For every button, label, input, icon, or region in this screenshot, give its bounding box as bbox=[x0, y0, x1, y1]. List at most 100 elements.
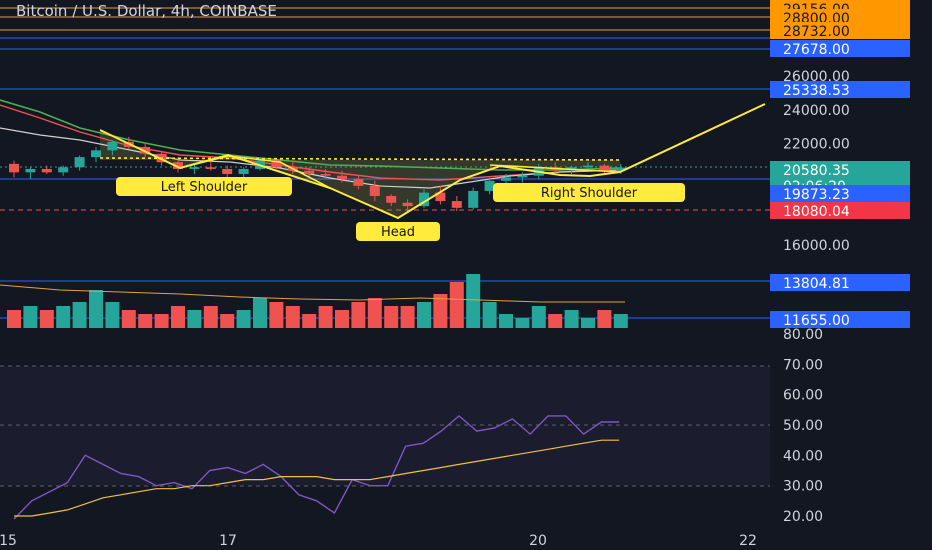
candle-body bbox=[140, 146, 151, 154]
volume-bar bbox=[72, 302, 87, 328]
price-tag-label: 27678.00 bbox=[783, 42, 850, 58]
time-tick-label: 17 bbox=[219, 533, 237, 549]
volume-tag bbox=[770, 274, 910, 291]
label-head-text: Head bbox=[381, 225, 415, 240]
price-tags: 29156.0028800.0028732.0027678.0025338.53… bbox=[770, 0, 910, 329]
price-tag-label: 18080.04 bbox=[783, 204, 850, 220]
volume-bar bbox=[23, 306, 38, 328]
rsi-band bbox=[0, 366, 770, 486]
price-tag bbox=[770, 9, 910, 26]
candle-body bbox=[271, 160, 282, 168]
candle-body bbox=[222, 168, 233, 175]
time-tick-label: 15 bbox=[0, 533, 17, 549]
candle-body bbox=[402, 202, 413, 207]
volume-bar bbox=[236, 310, 251, 328]
volume-bar bbox=[531, 306, 546, 328]
price-tag-label: 28732.00 bbox=[783, 24, 850, 40]
volume-bar bbox=[285, 306, 300, 328]
time-axis: 15 17 20 22 bbox=[0, 533, 757, 549]
candle-body bbox=[599, 165, 610, 171]
volume-bar bbox=[269, 302, 284, 328]
candle-body bbox=[451, 201, 462, 208]
candle-body bbox=[501, 177, 511, 181]
label-right-shoulder-text: Right Shoulder bbox=[541, 186, 638, 201]
candle-body bbox=[369, 185, 380, 196]
volume-bar bbox=[39, 310, 54, 328]
volume-bar bbox=[400, 306, 415, 328]
volume-bar bbox=[7, 310, 21, 328]
volume-bar bbox=[121, 310, 136, 328]
volume-bar bbox=[351, 302, 366, 328]
label-right-shoulder: Right Shoulder bbox=[493, 183, 685, 202]
rsi-tick-label: 60.00 bbox=[783, 388, 823, 404]
candle-body bbox=[517, 175, 528, 178]
candle-body bbox=[91, 150, 101, 158]
candle-body bbox=[419, 192, 429, 207]
volume-bar bbox=[56, 306, 71, 328]
volume-series bbox=[7, 274, 628, 328]
price-tick-label: 16000.00 bbox=[783, 238, 850, 254]
candle-body bbox=[435, 192, 446, 202]
price-tick-label: 22000.00 bbox=[783, 137, 850, 153]
volume-bar bbox=[318, 306, 333, 328]
volume-bar bbox=[417, 302, 431, 328]
candle-body bbox=[615, 167, 626, 171]
price-tag-label: 19873.23 bbox=[783, 187, 850, 203]
candle-body bbox=[337, 175, 347, 180]
candle-body bbox=[386, 195, 397, 203]
rsi-ma-line bbox=[14, 439, 620, 517]
price-tag bbox=[770, 202, 910, 219]
candle-body bbox=[58, 167, 69, 173]
price-tag bbox=[770, 40, 910, 57]
candle-body bbox=[583, 165, 593, 168]
rsi-axis: 80.00 70.00 60.00 50.00 40.00 30.00 20.00 bbox=[783, 327, 823, 525]
volume-bar bbox=[220, 314, 235, 328]
left-shoulder-line bbox=[179, 155, 331, 189]
candle-body bbox=[205, 167, 216, 169]
volume-bar bbox=[335, 310, 349, 328]
volume-bar bbox=[203, 306, 218, 328]
candle-body bbox=[320, 174, 331, 176]
candle-body bbox=[238, 168, 249, 175]
candle-body bbox=[189, 167, 200, 169]
pattern-area bbox=[100, 130, 620, 218]
candle-body bbox=[9, 163, 19, 173]
volume-bar bbox=[154, 314, 169, 328]
volume-bar bbox=[187, 310, 202, 328]
time-tick-label: 20 bbox=[529, 533, 547, 549]
chart-title: Bitcoin / U.S. Dollar, 4h, COINBASE bbox=[16, 2, 277, 20]
volume-bar bbox=[613, 314, 628, 328]
volume-bar bbox=[548, 314, 563, 328]
volume-bar bbox=[581, 318, 595, 328]
volume-bar bbox=[302, 314, 317, 328]
price-tag bbox=[770, 161, 910, 178]
volume-bar bbox=[449, 282, 464, 328]
candle-body bbox=[173, 162, 183, 169]
volume-bar bbox=[466, 274, 481, 328]
rsi-tick-label: 30.00 bbox=[783, 479, 823, 495]
candle-body bbox=[25, 168, 36, 173]
volume-bar bbox=[499, 314, 513, 328]
candle-body bbox=[468, 190, 479, 208]
volume-ma-line bbox=[0, 284, 625, 303]
volume-bar bbox=[89, 290, 103, 328]
volume-tag-label: 13804.81 bbox=[783, 276, 850, 292]
rsi-tick-label: 70.00 bbox=[783, 357, 823, 373]
volume-bar bbox=[564, 310, 579, 328]
candle-body bbox=[74, 157, 85, 168]
volume-bar bbox=[597, 310, 612, 328]
rsi-line bbox=[13, 414, 620, 520]
volume-bar bbox=[138, 314, 153, 328]
rsi-tick-label: 40.00 bbox=[783, 448, 823, 464]
candle-body bbox=[304, 170, 315, 175]
rsi-tick-label: 80.00 bbox=[783, 327, 823, 343]
candle-body bbox=[353, 179, 364, 186]
label-head: Head bbox=[356, 222, 440, 241]
price-tag-label: 25338.53 bbox=[783, 83, 850, 99]
volume-bar bbox=[482, 302, 497, 328]
candle-body bbox=[41, 168, 52, 173]
price-tag bbox=[770, 81, 910, 98]
neckline bbox=[99, 157, 621, 161]
moving-average-green bbox=[0, 99, 621, 171]
